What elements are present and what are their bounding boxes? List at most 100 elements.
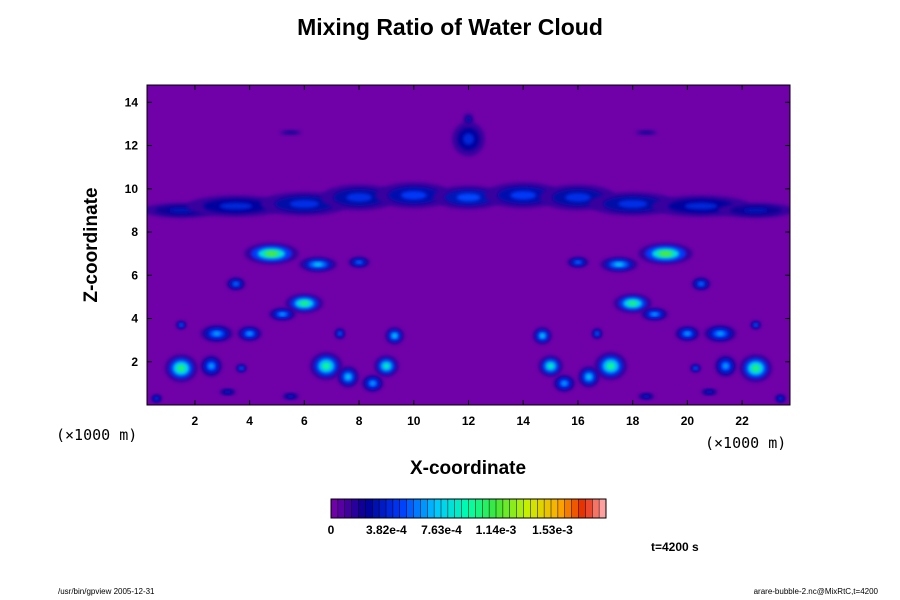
anvil-cloud	[346, 193, 372, 202]
anvil-cloud	[401, 190, 427, 200]
colorbar-segment	[571, 499, 579, 518]
cloud-cell	[288, 395, 293, 398]
colorbar-segment	[392, 499, 401, 518]
x-tick-label: 18	[626, 414, 640, 428]
anvil-cloud	[684, 202, 718, 210]
colorbar-segment	[530, 499, 538, 518]
cloud-cell	[225, 391, 230, 393]
colorbar-segment	[564, 499, 572, 518]
colorbar-label: 7.63e-4	[421, 523, 462, 537]
cloud-cell	[212, 331, 221, 336]
cloud-cell	[299, 300, 310, 306]
cloud-cell	[338, 332, 342, 335]
cloud-cell	[716, 331, 725, 336]
anvil-cloud	[565, 193, 591, 202]
cloud-cell	[751, 364, 760, 372]
anvil-cloud	[289, 199, 319, 208]
cloud-cell	[246, 331, 253, 336]
cloud-cell	[698, 282, 704, 286]
colorbar-segment	[379, 499, 387, 518]
cloud-cell	[606, 362, 615, 370]
cloud-cell	[233, 282, 239, 286]
cloud-cell	[208, 363, 215, 369]
colorbar-segment	[537, 499, 545, 518]
cloud-cell	[614, 262, 624, 267]
colorbar-segment	[372, 499, 380, 518]
cloud-cell	[586, 374, 592, 380]
cloud-cell	[539, 333, 545, 338]
colorbar-segment	[592, 499, 600, 518]
x-unit-label: (×1000 m)	[705, 434, 787, 452]
chart-title: Mixing Ratio of Water Cloud	[297, 14, 603, 40]
x-tick-label: 20	[681, 414, 695, 428]
cloud-cell	[264, 250, 279, 257]
cloud-cell	[369, 381, 376, 386]
colorbar-segment	[516, 499, 524, 518]
faint-cloud	[285, 131, 297, 134]
colorbar-label: 0	[328, 523, 335, 537]
colorbar-segment	[482, 499, 490, 518]
cloud-top-cap	[465, 116, 472, 123]
y-tick-label: 2	[131, 355, 138, 369]
x-tick-label: 8	[356, 414, 363, 428]
colorbar: 0 3.82e-4 7.63e-4 1.14e-3 1.53e-3	[328, 498, 607, 537]
cloud-cell	[177, 364, 186, 372]
colorbar-segment	[344, 499, 352, 518]
colorbar-segment	[496, 499, 504, 518]
colorbar-segment	[454, 499, 462, 518]
y-axis: 2 4 6 8 10 12 14	[125, 95, 790, 369]
cloud-cell	[658, 250, 673, 257]
x-axis-label: X-coordinate	[409, 458, 527, 479]
colorbar-segment	[413, 499, 421, 518]
cloud-cell	[779, 397, 782, 400]
cloud-cell	[240, 367, 243, 370]
y-tick-label: 8	[131, 225, 138, 239]
cloud-cell	[356, 260, 362, 264]
x-tick-label: 4	[246, 414, 253, 428]
colorbar-segment	[447, 499, 456, 518]
colorbar-segment	[351, 499, 359, 518]
colorbar-segment	[551, 499, 559, 518]
cloud-cell	[707, 391, 712, 393]
cloud-cell	[694, 367, 697, 370]
colorbar-segment	[434, 499, 442, 518]
x-tick-label: 14	[517, 414, 531, 428]
cloud-cell	[547, 363, 554, 369]
colorbar-segment	[365, 499, 373, 518]
y-tick-label: 4	[131, 312, 138, 326]
anvil-cloud	[618, 199, 648, 208]
cloud-cell	[313, 262, 323, 267]
anvil-cloud	[456, 193, 481, 202]
cloud-cell	[595, 332, 599, 335]
cloud-cell	[684, 331, 691, 336]
colorbar-segment	[585, 499, 593, 518]
colorbar-segment	[475, 499, 483, 518]
anvil-cloud	[743, 207, 769, 213]
anvil-cloud	[168, 207, 194, 213]
colorbar-segment	[331, 499, 339, 518]
colorbar-segment	[461, 499, 469, 518]
footer-left: /usr/bin/gpview 2005-12-31	[58, 587, 155, 596]
colorbar-segment	[599, 499, 607, 518]
colorbar-segment	[489, 499, 497, 518]
cloud-cell	[575, 260, 581, 264]
cloud-cell	[561, 381, 568, 386]
colorbar-segment	[399, 499, 407, 518]
colorbar-segment	[523, 499, 531, 518]
colorbar-segment	[509, 499, 517, 518]
time-label: t=4200 s	[651, 540, 699, 554]
cloud-cell	[155, 397, 158, 400]
y-axis-label: Z-coordinate	[81, 187, 102, 303]
colorbar-segment	[578, 499, 586, 518]
faint-cloud	[640, 131, 652, 134]
colorbar-label: 1.53e-3	[532, 523, 573, 537]
colorbar-segment	[441, 499, 449, 518]
colorbar-segment	[502, 499, 511, 518]
x-tick-label: 22	[735, 414, 749, 428]
x-tick-label: 12	[462, 414, 476, 428]
colorbar-segment	[337, 499, 346, 518]
colorbar-label: 3.82e-4	[366, 523, 407, 537]
colorbar-label: 1.14e-3	[476, 523, 517, 537]
colorbar-segment	[557, 499, 566, 518]
anvil-cloud	[510, 190, 536, 200]
